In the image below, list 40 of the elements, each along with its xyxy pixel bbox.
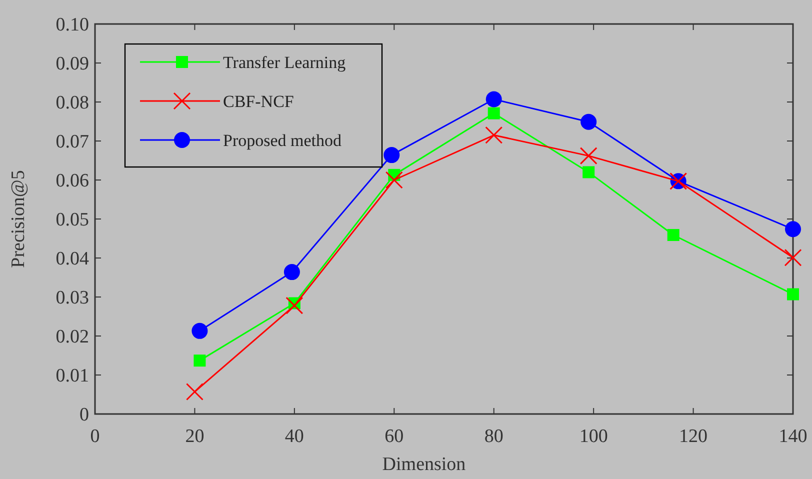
y-tick-label: 0.06: [56, 170, 89, 192]
point: [192, 322, 208, 339]
y-tick-label: 0.08: [56, 92, 89, 114]
point: [486, 91, 502, 108]
x-tick-label: 20: [185, 426, 204, 447]
point: [580, 147, 598, 165]
x-tick-label: 100: [579, 426, 608, 447]
x-tick-label: 60: [384, 426, 404, 447]
point: [785, 221, 801, 238]
point: [485, 126, 503, 144]
point: [784, 248, 802, 266]
point: [286, 296, 304, 314]
legend-label: Transfer Learning: [223, 52, 346, 72]
point: [385, 171, 403, 189]
y-tick-label: 0.05: [56, 210, 89, 231]
point: [284, 264, 300, 280]
y-tick-label: 0.10: [56, 14, 89, 36]
point: [186, 383, 204, 401]
y-tick-label: 0: [80, 404, 89, 426]
legend-label: Proposed method: [223, 130, 342, 150]
y-tick-label: 0.07: [56, 132, 89, 153]
y-tick-label: 0.03: [56, 288, 89, 309]
x-axis-title: Dimension: [382, 454, 466, 475]
point: [384, 147, 400, 164]
x-tick-label: 140: [778, 426, 808, 447]
point: [488, 107, 500, 120]
legend-label: CBF-NCF: [223, 92, 294, 111]
y-axis-title: Precision@5: [8, 170, 29, 268]
point: [667, 228, 680, 241]
x-tick-label: 40: [284, 426, 304, 447]
point: [787, 288, 799, 300]
y-tick-label: 0.02: [56, 326, 89, 348]
y-tick-label: 0.04: [56, 248, 90, 270]
x-tick-label: 80: [484, 426, 504, 447]
y-tick-label: 0.09: [56, 54, 89, 75]
y-tick-label: 0.01: [56, 366, 89, 387]
point: [194, 354, 206, 367]
x-tick-label: 120: [679, 426, 708, 447]
point: [582, 166, 595, 178]
point: [580, 114, 597, 130]
